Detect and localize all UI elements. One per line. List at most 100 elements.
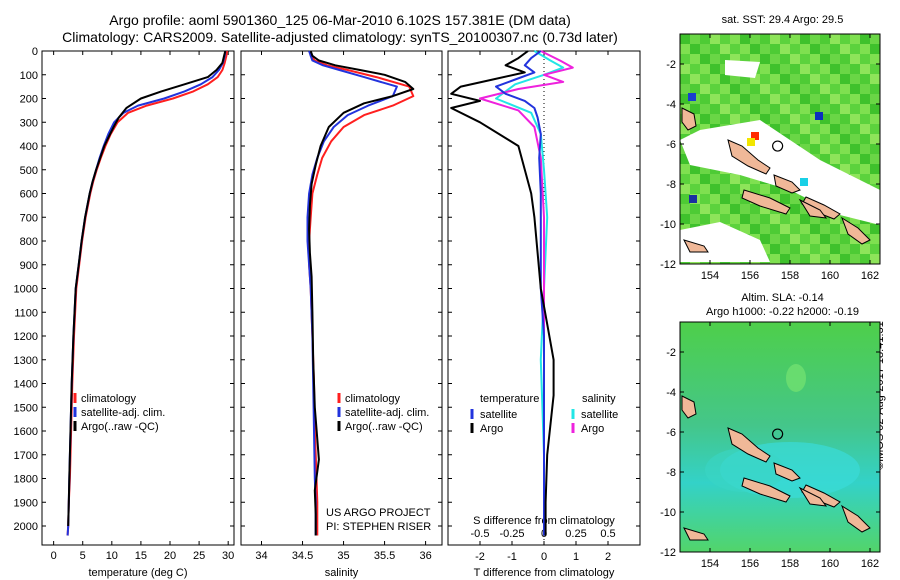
map-y-tick-label: -6 (666, 427, 676, 439)
sst-cell (710, 44, 720, 54)
series-line-argo---raw--qc- (308, 50, 415, 536)
map-y-tick-label: -4 (666, 387, 676, 399)
sst-cell (730, 184, 740, 194)
sst-cell (820, 44, 830, 54)
sst-cell (700, 34, 710, 44)
sst-cell (850, 74, 860, 84)
sst-cell (760, 54, 770, 64)
sst-cell (800, 124, 810, 134)
sst-cell (740, 74, 750, 84)
y-tick-label: 400 (20, 141, 38, 153)
sst-cell (690, 214, 700, 224)
island-shape (798, 486, 828, 507)
sst-cell (850, 214, 860, 224)
island-shape (798, 198, 828, 219)
sst-cell (750, 224, 760, 234)
sst-cell (810, 124, 820, 134)
figure-title-line1: Argo profile: aoml 5901360_125 06-Mar-20… (109, 12, 571, 28)
sst-cell (820, 34, 830, 44)
map-y-tick-label: -6 (666, 139, 676, 151)
island-shape (683, 239, 709, 253)
sst-anomaly-cell (747, 138, 755, 146)
annotation-project: US ARGO PROJECT (326, 507, 431, 519)
sst-cell (870, 84, 880, 94)
sst-cell (780, 54, 790, 64)
sst-cell (730, 174, 740, 184)
sst-cell (750, 204, 760, 214)
sst-cell (790, 114, 800, 124)
sst-cell (810, 214, 820, 224)
sst-cell (770, 54, 780, 64)
sst-cell (840, 104, 850, 114)
sst-cell (850, 104, 860, 114)
sst-cell (820, 234, 830, 244)
sst-cell (860, 64, 870, 74)
sst-cell (700, 184, 710, 194)
sst-cell (750, 54, 760, 64)
sst-cell (690, 84, 700, 94)
sst-cell (680, 214, 690, 224)
sst-cell (840, 144, 850, 154)
sst-cell (860, 164, 870, 174)
sst-cell (750, 74, 760, 84)
sst-cell (700, 164, 710, 174)
sst-cell (800, 104, 810, 114)
sst-cell (720, 84, 730, 94)
sst-cell (700, 74, 710, 84)
map-layer-sla (680, 322, 880, 552)
sst-cell (830, 54, 840, 64)
sst-cell (870, 64, 880, 74)
sst-cell (680, 184, 690, 194)
sst-cell (810, 134, 820, 144)
y-tick-label: 1700 (14, 450, 38, 462)
sst-cell (700, 104, 710, 114)
sst-cell (860, 54, 870, 64)
sst-cell (850, 34, 860, 44)
sst-cell (680, 154, 690, 164)
sst-cell (840, 154, 850, 164)
sst-cell (720, 54, 730, 64)
map-y-tick-label: -10 (660, 507, 676, 519)
legend-label: Argo(..raw -QC) (81, 421, 159, 433)
sst-cell (720, 74, 730, 84)
sst-cell (820, 64, 830, 74)
sst-cell (870, 94, 880, 104)
sst-cell (780, 194, 790, 204)
sst-cell (840, 224, 850, 234)
island-shape (681, 395, 697, 419)
sst-cell (830, 224, 840, 234)
sst-cell (710, 104, 720, 114)
sst-cell (830, 134, 840, 144)
sst-cell (790, 54, 800, 64)
island-shape (841, 504, 871, 533)
sst-cell (830, 234, 840, 244)
sst-cell (850, 54, 860, 64)
sst-cell (710, 194, 720, 204)
sst-cell (870, 44, 880, 54)
sst-cell (800, 34, 810, 44)
sst-cell (870, 34, 880, 44)
sst-cell (820, 144, 830, 154)
map-frame-sst (679, 33, 881, 265)
sst-cell (840, 44, 850, 54)
sst-cell (860, 74, 870, 84)
sst-cell (680, 54, 690, 64)
sst-cell (790, 94, 800, 104)
sst-cell (750, 104, 760, 114)
sst-cell (730, 194, 740, 204)
sst-cell (850, 254, 860, 264)
sst-cell (850, 134, 860, 144)
sst-cell (710, 54, 720, 64)
island-shape (741, 477, 791, 503)
x-tick-label: 2 (605, 551, 611, 563)
sst-missing-patch (725, 60, 760, 78)
map-frame-sla (679, 321, 881, 553)
sla-map-title: Altim. SLA: -0.14 (741, 292, 824, 304)
sst-cell (720, 204, 730, 214)
y-tick-label: 1200 (14, 331, 38, 343)
sst-cell (820, 224, 830, 234)
sst-cell (830, 244, 840, 254)
y-tick-label: 100 (20, 70, 38, 82)
series-line-t-satellite (495, 50, 545, 536)
annotation-pi: PI: STEPHEN RISER (326, 521, 431, 533)
